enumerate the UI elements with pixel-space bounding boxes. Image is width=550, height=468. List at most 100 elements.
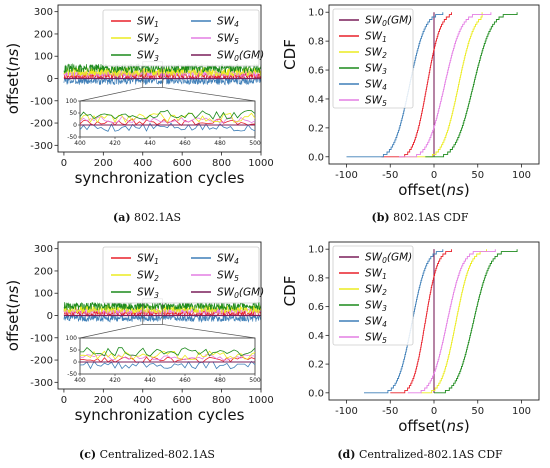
legend-label-SW1: SW1 (137, 16, 159, 30)
legend: SW0(GM) SW1 SW2 SW3 SW4 SW5 (332, 8, 414, 109)
x-axis-label: synchronization cycles (75, 406, 245, 424)
x-axis-label: offset(ns) (398, 181, 469, 199)
y-tick-label: 0 (47, 311, 53, 322)
y-tick-label: 0.8 (308, 273, 324, 284)
y-axis-label: CDF (281, 39, 299, 70)
x-tick-label: 400 (133, 395, 152, 406)
caption-a-tag: (a) (112, 211, 131, 224)
inset-x-tick-label: 420 (109, 140, 121, 147)
legend-label-SW5: SW5 (365, 332, 387, 346)
legend: SW1 SW4 SW2 SW5 SW3 SW0(GM) (102, 9, 264, 67)
x-tick-label: 200 (94, 395, 113, 406)
x-tick-label: 50 (471, 170, 484, 181)
legend-label-SW1: SW1 (365, 268, 387, 282)
inset-x-tick-label: 420 (109, 377, 121, 384)
legend-label-SW2: SW2 (137, 270, 159, 284)
inset-y-tick-label: 0 (73, 122, 77, 129)
legend-label-SW4: SW4 (365, 316, 387, 330)
x-tick-label: 0 (61, 395, 67, 406)
y-tick-label: 0.6 (308, 302, 324, 313)
zoom-connector-left (79, 87, 143, 102)
inset-x-tick-label: 440 (144, 377, 156, 384)
x-tick-label: -50 (382, 406, 398, 417)
x-axis-label: synchronization cycles (75, 169, 245, 187)
y-tick-label: 100 (34, 52, 53, 63)
x-tick-label: 800 (212, 158, 231, 169)
legend-label-SW5: SW5 (217, 270, 239, 284)
y-tick-label: 200 (34, 29, 53, 40)
inset-series-line-SW3 (80, 347, 256, 357)
inset-x-tick-label: 460 (179, 377, 191, 384)
legend-label-SW0: SW0(GM) (365, 15, 412, 29)
x-tick-label: -100 (335, 406, 358, 417)
legend-label-SW2: SW2 (365, 284, 387, 298)
x-tick-label: 0 (61, 158, 67, 169)
series-line-SW3 (425, 12, 518, 158)
caption-a: (a) 802.1AS (113, 211, 181, 224)
x-tick-label: 100 (512, 406, 531, 417)
y-tick-label: 0.0 (308, 152, 324, 163)
y-tick-label: 0.4 (308, 331, 324, 342)
legend-label-SW3: SW3 (365, 300, 387, 314)
inset-y-tick-label: -50 (67, 371, 77, 378)
inset-series-line-SW4 (79, 122, 256, 132)
caption-b: (b) 802.1AS CDF (372, 211, 469, 224)
legend-label-SW3: SW3 (137, 50, 159, 64)
series-line-SW5 (399, 12, 492, 158)
y-tick-label: 300 (34, 7, 53, 18)
series-line-SW5 (407, 249, 496, 394)
inset-y-tick-label: -50 (67, 134, 77, 141)
legend-label-SW4: SW4 (217, 253, 239, 267)
legend-label-SW4: SW4 (365, 79, 387, 93)
caption-c: (c) Centralized-802.1AS (79, 448, 215, 461)
y-tick-label: 0.4 (308, 94, 324, 105)
caption-d: (d) Centralized-802.1AS CDF (337, 448, 502, 461)
inset-plot: 400 420 440 460 480 500 -50 0 50 100 (66, 98, 261, 147)
y-tick-label: 100 (34, 289, 53, 300)
x-tick-label: 1000 (248, 158, 273, 169)
legend-box (332, 245, 414, 346)
inset-series-line-SW4 (79, 360, 256, 370)
caption-b-text: 802.1AS CDF (393, 211, 469, 224)
inset-x-tick-label: 480 (214, 377, 226, 384)
legend-label-SW3: SW3 (137, 287, 159, 301)
inset-y-tick-label: 100 (66, 98, 78, 105)
y-tick-label: -300 (30, 378, 53, 389)
inset-plot: 400 420 440 460 480 500 -50 0 50 100 (66, 335, 261, 384)
inset-y-tick-label: 0 (73, 359, 77, 366)
inset-x-tick-label: 400 (74, 140, 86, 147)
x-tick-label: -50 (382, 170, 398, 181)
x-tick-label: 100 (512, 170, 531, 181)
legend-label-SW2: SW2 (365, 47, 387, 61)
inset-series-line-SW2 (79, 350, 256, 361)
caption-d-text: Centralized-802.1AS CDF (358, 448, 503, 461)
y-tick-label: 1.0 (308, 245, 324, 256)
x-tick-label: 800 (212, 395, 231, 406)
y-tick-label: -100 (30, 96, 53, 107)
series-line-SW3 (434, 249, 518, 394)
legend-box (102, 9, 260, 67)
legend: SW1 SW4 SW2 SW5 SW3 SW0(GM) (102, 246, 264, 304)
legend-label-SW0: SW0(GM) (217, 287, 264, 301)
legend-label-SW2: SW2 (137, 33, 159, 47)
caption-a-text: 802.1AS (134, 211, 182, 224)
x-tick-label: 0 (431, 170, 437, 181)
inset-series-line-SW5 (79, 354, 256, 361)
series-line-SW2 (403, 12, 483, 158)
x-tick-label: 0 (431, 406, 437, 417)
series-line-SW1 (381, 12, 452, 158)
x-tick-label: 50 (471, 406, 484, 417)
inset-x-tick-label: 460 (179, 140, 191, 147)
y-tick-label: -100 (30, 333, 53, 344)
cdf-panel-d: -100 -50 0 50 100 0.0 0.2 0.4 0.6 0.8 1.0 offset(ns… (281, 241, 540, 435)
legend-label-SW3: SW3 (365, 63, 387, 77)
inset-x-tick-label: 500 (249, 140, 261, 147)
legend-label-SW4: SW4 (217, 16, 239, 30)
zoom-connector-right (162, 324, 256, 339)
x-tick-label: -100 (335, 170, 358, 181)
y-tick-label: -200 (30, 356, 53, 367)
x-tick-label: 200 (94, 158, 113, 169)
inset-x-tick-label: 500 (249, 377, 261, 384)
y-tick-label: 0 (47, 74, 53, 85)
